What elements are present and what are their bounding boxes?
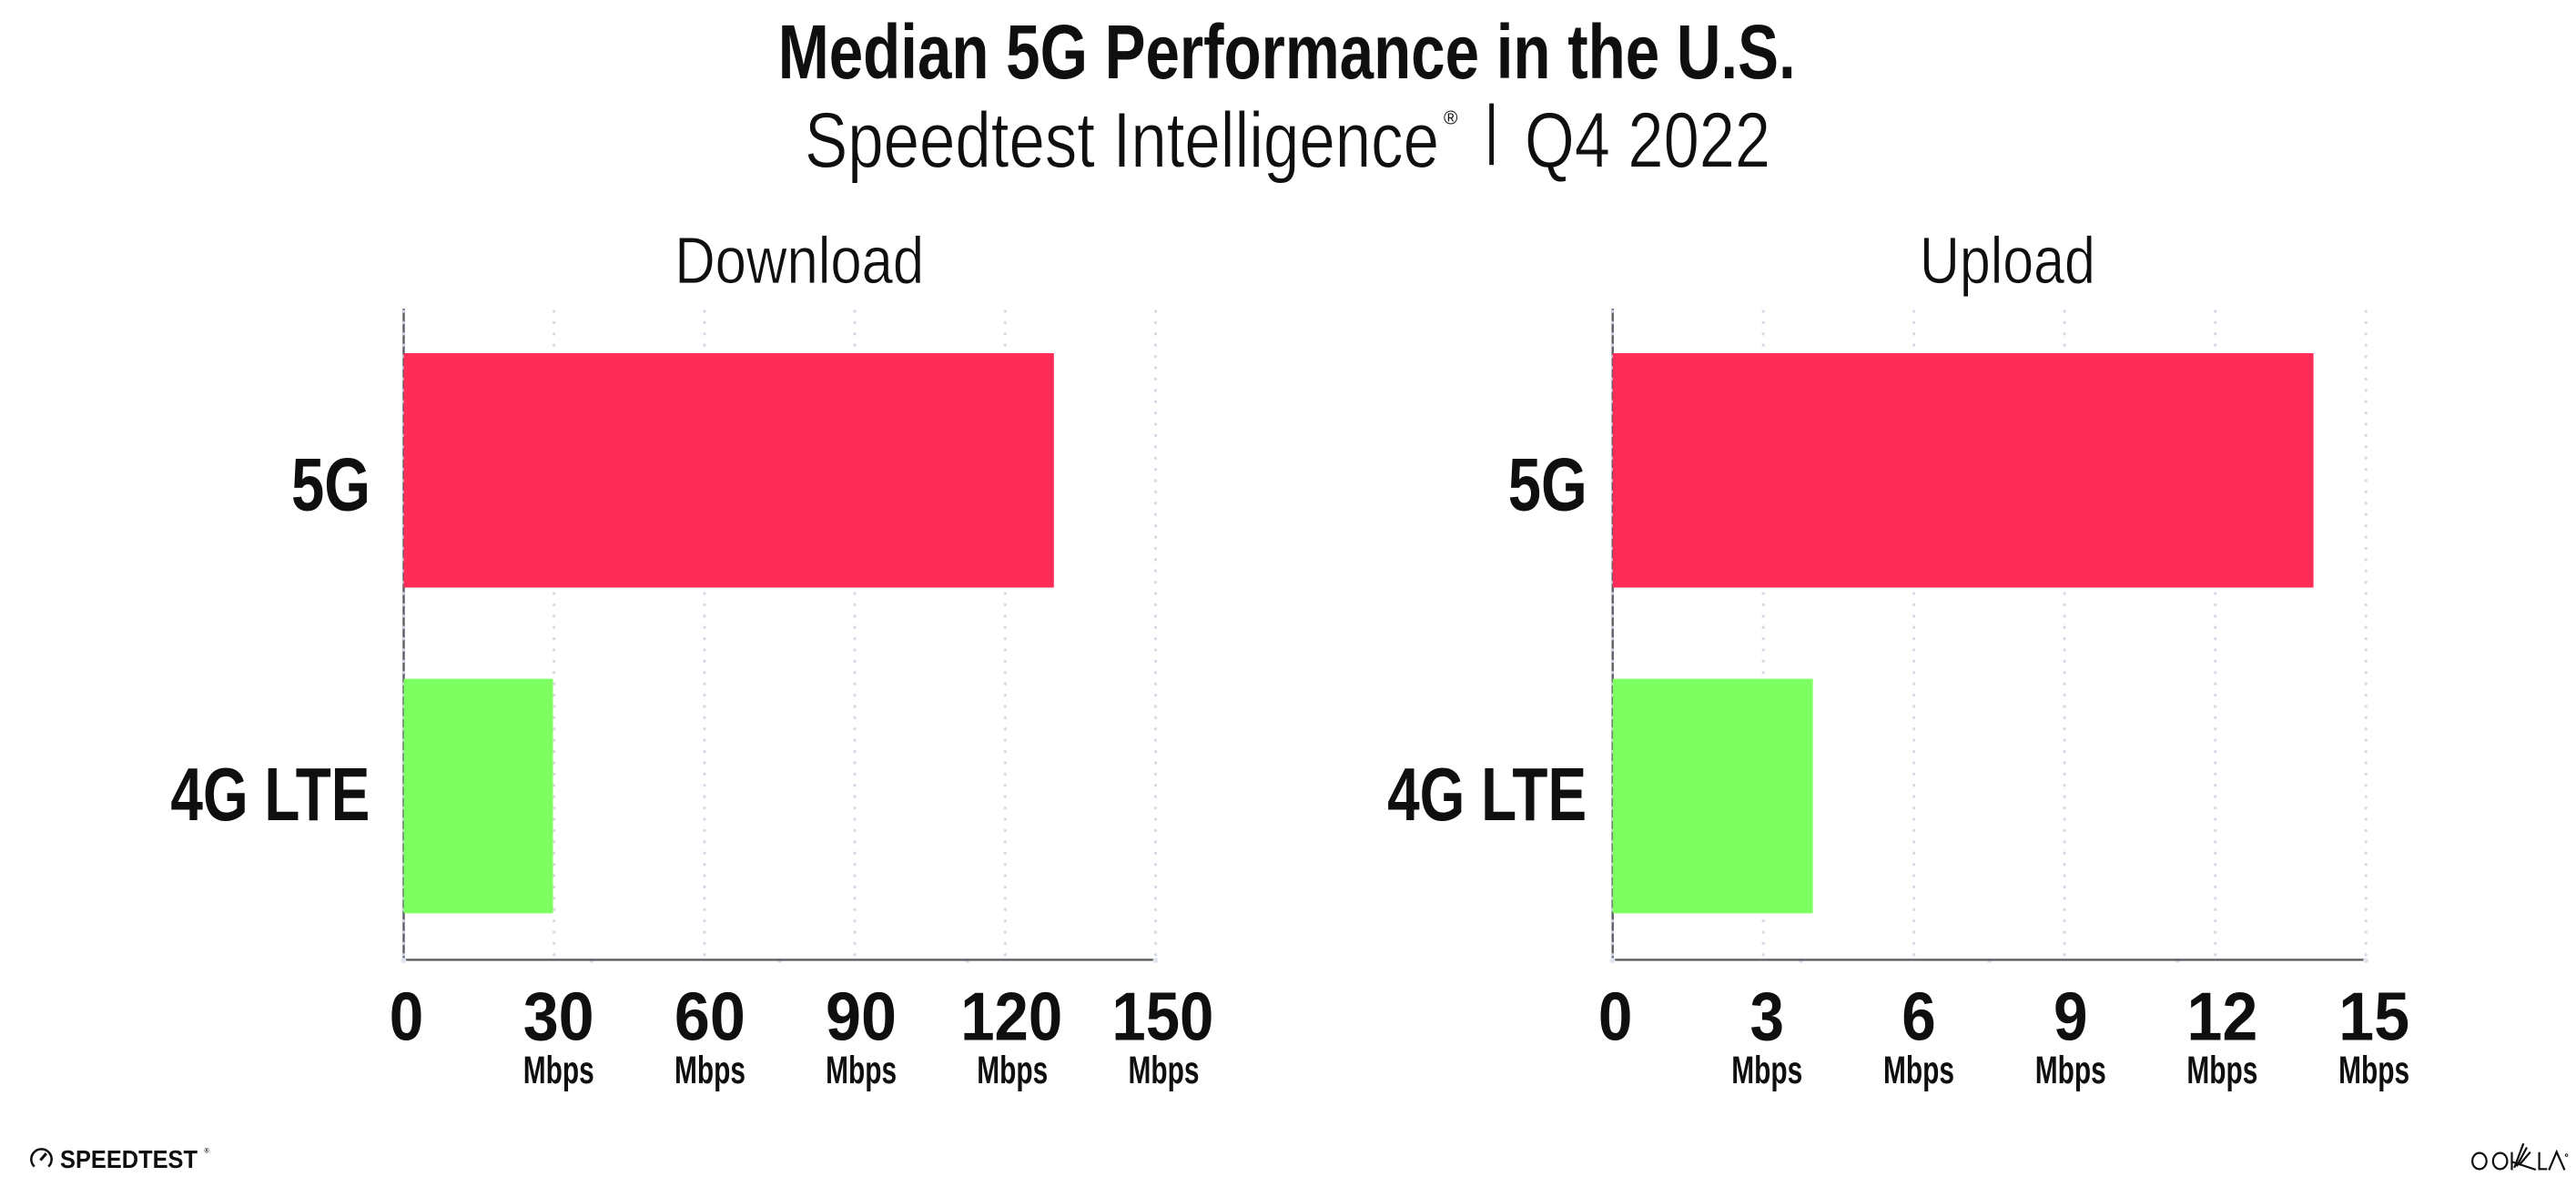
svg-text:5G: 5G bbox=[1508, 441, 1587, 526]
svg-text:3: 3 bbox=[1750, 979, 1785, 1055]
svg-text:Mbps: Mbps bbox=[2338, 1049, 2409, 1091]
svg-text:150: 150 bbox=[1111, 979, 1213, 1055]
svg-text:90: 90 bbox=[826, 979, 897, 1055]
svg-text:Speedtest Intelligence: Speedtest Intelligence bbox=[805, 97, 1439, 185]
svg-text:Mbps: Mbps bbox=[826, 1049, 897, 1091]
svg-text:9: 9 bbox=[2054, 979, 2088, 1055]
svg-text:5G: 5G bbox=[291, 441, 370, 526]
svg-text:4G LTE: 4G LTE bbox=[170, 752, 370, 837]
svg-text:Median 5G Performance in the U: Median 5G Performance in the U.S. bbox=[778, 9, 1796, 95]
svg-text:0: 0 bbox=[1598, 979, 1633, 1055]
svg-text:60: 60 bbox=[674, 979, 745, 1055]
svg-text:Mbps: Mbps bbox=[977, 1049, 1048, 1091]
svg-text:®: ® bbox=[205, 1148, 210, 1155]
svg-text:12: 12 bbox=[2186, 979, 2257, 1055]
svg-text:4G LTE: 4G LTE bbox=[1387, 752, 1587, 837]
svg-text:0: 0 bbox=[390, 979, 424, 1055]
svg-text:Mbps: Mbps bbox=[1883, 1049, 1954, 1091]
svg-text:6: 6 bbox=[1902, 979, 1936, 1055]
svg-text:Upload: Upload bbox=[1920, 225, 2095, 298]
svg-text:Mbps: Mbps bbox=[523, 1049, 594, 1091]
svg-text:15: 15 bbox=[2338, 979, 2409, 1055]
svg-text:Download: Download bbox=[674, 225, 924, 298]
svg-text:SPEEDTEST: SPEEDTEST bbox=[60, 1144, 198, 1173]
svg-text:30: 30 bbox=[523, 979, 594, 1055]
svg-text:Mbps: Mbps bbox=[1731, 1049, 1802, 1091]
svg-text:Q4 2022: Q4 2022 bbox=[1525, 97, 1770, 185]
svg-text:Mbps: Mbps bbox=[674, 1049, 745, 1091]
svg-text:120: 120 bbox=[960, 979, 1062, 1055]
svg-text:®: ® bbox=[1444, 108, 1458, 129]
svg-text:Mbps: Mbps bbox=[2186, 1049, 2257, 1091]
svg-text:Mbps: Mbps bbox=[1129, 1049, 1200, 1091]
svg-text:Mbps: Mbps bbox=[2035, 1049, 2106, 1091]
